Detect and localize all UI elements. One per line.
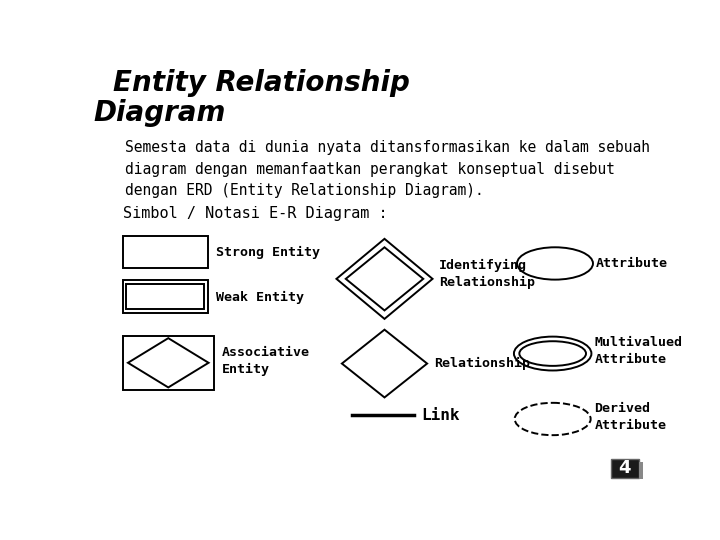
Bar [611,459,639,477]
Bar [122,236,208,268]
Text: Derived
Attribute: Derived Attribute [595,402,667,431]
Text: Relationship: Relationship [434,357,530,370]
Bar [127,284,204,309]
Text: Diagram: Diagram [94,99,226,127]
Text: Attribute: Attribute [596,257,668,270]
Text: Link: Link [422,408,460,423]
Bar [639,462,642,479]
Text: Simbol / Notasi E-R Diagram :: Simbol / Notasi E-R Diagram : [122,206,387,221]
Text: Associative
Entity: Associative Entity [222,346,310,376]
Text: Entity Relationship: Entity Relationship [113,69,410,97]
Bar [122,280,208,313]
Text: 4: 4 [618,460,631,477]
Text: Weak Entity: Weak Entity [215,291,304,304]
Bar [122,336,214,390]
Text: Strong Entity: Strong Entity [215,246,320,259]
Text: Multivalued
Attribute: Multivalued Attribute [595,336,683,366]
Text: Identifying
Relationship: Identifying Relationship [438,259,535,289]
Text: Semesta data di dunia nyata ditansformasikan ke dalam sebuah
diagram dengan mema: Semesta data di dunia nyata ditansformas… [125,140,650,199]
